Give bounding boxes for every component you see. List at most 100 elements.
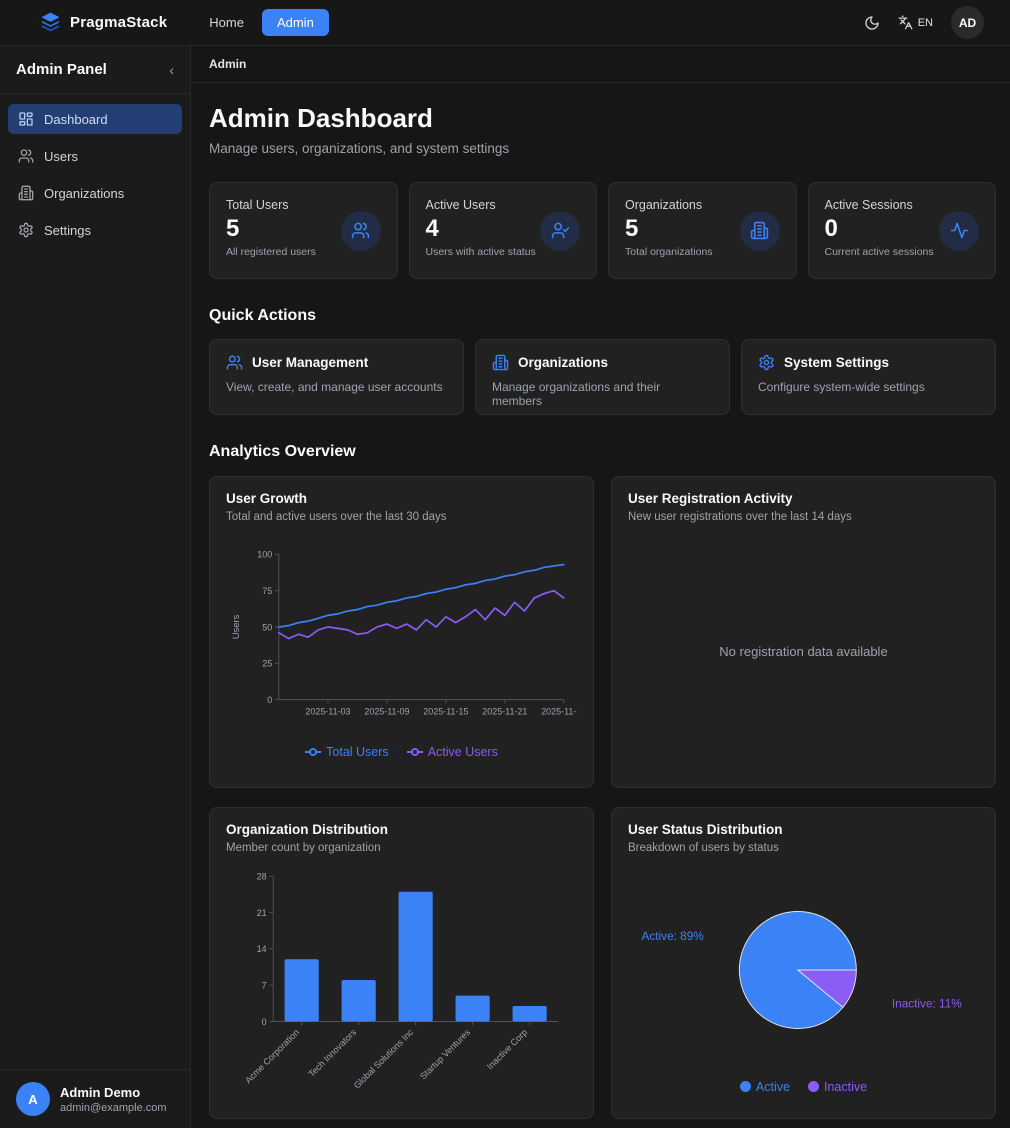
dark-mode-toggle[interactable] [864,15,880,31]
brand-name: PragmaStack [70,14,168,31]
building-icon [492,354,509,371]
sidebar-item-dashboard[interactable]: Dashboard [8,104,182,134]
sidebar-item-users[interactable]: Users [8,141,182,171]
moon-icon [864,15,880,31]
user-growth-line-chart: 0 25 50 75 100 2025-11-03 2025-11-09 2025-11-15… [230,550,577,717]
svg-text:Inactive Corp: Inactive Corp [485,1027,529,1071]
sidebar-item-label: Organizations [44,185,125,201]
stat-value: 5 [226,215,240,242]
stat-card-total-users: Total Users 5 All registered users [209,182,398,279]
svg-text:14: 14 [257,944,267,954]
brand[interactable]: PragmaStack [40,12,167,33]
nav-links: Home Admin [199,9,329,36]
charts-grid: User Growth Total and active users over … [209,476,996,1119]
page-subtitle: Manage users, organizations, and system … [209,141,510,156]
legend-dot [739,1081,751,1093]
svg-text:2025-11-27: 2025-11-27 [541,707,577,717]
quick-action-system-settings[interactable]: System Settings Configure system-wide se… [741,339,996,415]
svg-text:Global Solutions Inc: Global Solutions Inc [352,1027,416,1091]
chart-subtitle: Total and active users over the last 30 … [226,511,447,523]
main-content: Admin Admin Dashboard Manage users, orga… [191,46,1010,1128]
legend-item-active-users: Active Users [406,745,498,759]
stat-label: Active Users [425,198,496,212]
svg-text:2025-11-03: 2025-11-03 [305,707,350,717]
building-icon [739,210,780,251]
stats-grid: Total Users 5 All registered users Activ… [209,182,996,279]
chart-subtitle: Member count by organization [226,842,381,854]
sidebar-user: A Admin Demo admin@example.com [0,1069,190,1128]
users-icon [340,210,381,251]
stat-value: 5 [625,215,639,242]
chart-subtitle: New user registrations over the last 14 … [628,511,852,523]
breadcrumb-bar: Admin [191,46,1010,83]
quick-actions-heading: Quick Actions [209,307,316,324]
legend-dot [807,1081,819,1093]
avatar: A [16,1082,50,1116]
activity-icon [939,210,979,251]
quick-action-title: System Settings [784,355,890,370]
sidebar-item-settings[interactable]: Settings [8,215,182,245]
svg-text:2025-11-21: 2025-11-21 [482,707,527,717]
quick-action-description: View, create, and manage user accounts [226,380,443,394]
empty-state-message: No registration data available [719,643,888,659]
stat-label: Total Users [226,198,289,212]
user-email: admin@example.com [60,1101,167,1114]
pie-chart-legend: Active Inactive [628,1080,979,1094]
sidebar-collapse-button[interactable]: ‹ [169,61,174,78]
building-icon [18,185,34,201]
stat-value: 4 [425,215,439,242]
gear-icon [758,354,775,371]
language-switcher[interactable]: EN [898,15,933,30]
stat-card-active-sessions: Active Sessions 0 Current active session… [807,182,996,279]
sidebar-item-label: Dashboard [44,111,108,127]
stat-label: Active Sessions [824,198,913,212]
users-icon [226,354,243,371]
svg-text:2025-11-09: 2025-11-09 [364,707,409,717]
nav-link-home[interactable]: Home [209,15,244,30]
sidebar-item-label: Settings [44,222,91,238]
chart-title: User Status Distribution [628,822,783,837]
svg-text:100: 100 [257,550,272,560]
quick-action-user-management[interactable]: User Management View, create, and manage… [209,339,464,415]
stat-description: Current active sessions [824,246,934,258]
user-growth-card: User Growth Total and active users over … [209,476,594,788]
chart-title: User Growth [226,491,308,506]
user-name: Admin Demo [60,1084,141,1100]
user-check-icon [540,210,580,251]
svg-text:Startup Ventures: Startup Ventures [418,1027,473,1082]
svg-text:0: 0 [262,1017,267,1027]
status-pie-chart: Active: 89% Inactive: 11% [642,911,962,1030]
svg-text:Acme Corporation: Acme Corporation [243,1027,301,1085]
stat-card-active-users: Active Users 4 Users with active status [408,182,597,279]
breadcrumb[interactable]: Admin [209,57,247,71]
stat-label: Organizations [625,198,703,212]
users-icon [18,148,34,164]
svg-text:7: 7 [262,981,267,991]
user-avatar[interactable]: AD [951,6,984,39]
svg-text:Inactive: 11%: Inactive: 11% [892,998,962,1011]
navbar-right: EN AD [864,6,984,39]
svg-text:Tech Innovators: Tech Innovators [306,1027,358,1079]
svg-text:Active: 89%: Active: 89% [642,930,705,943]
quick-action-organizations[interactable]: Organizations Manage organizations and t… [475,339,730,415]
quick-action-title: Organizations [518,355,609,370]
line-legend-marker [406,748,423,757]
stat-card-organizations: Organizations 5 Total organizations [608,182,797,279]
chart-title: User Registration Activity [628,491,793,506]
nav-link-admin[interactable]: Admin [261,9,329,36]
quick-actions-grid: User Management View, create, and manage… [209,339,996,415]
gear-icon [18,222,34,238]
stat-description: Users with active status [425,246,536,258]
quick-action-title: User Management [252,355,369,370]
svg-text:0: 0 [267,695,272,705]
stat-description: All registered users [226,246,316,258]
legend-item-inactive: Inactive [807,1080,867,1094]
stat-description: Total organizations [625,246,713,258]
stat-value: 0 [824,215,838,242]
analytics-heading: Analytics Overview [209,443,356,460]
sidebar-title: Admin Panel [16,61,107,78]
languages-icon [898,15,913,30]
organization-bar-chart: 0 7 14 21 28 Acme Corporation Tech InnovatorsG… [243,872,559,1091]
svg-text:Users: Users [230,614,241,639]
sidebar-item-organizations[interactable]: Organizations [8,178,182,208]
